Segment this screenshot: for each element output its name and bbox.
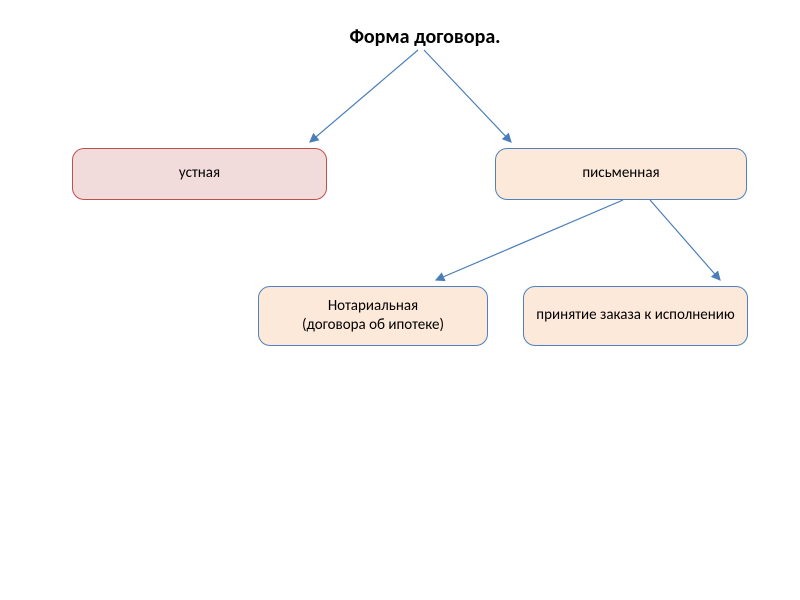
node-notarial: Нотариальная(договора об ипотеке) [258, 286, 488, 346]
node-notarial-label: Нотариальная(договора об ипотеке) [302, 297, 444, 336]
diagram-title: Форма договора. [300, 25, 550, 49]
node-written-label: письменная [582, 164, 659, 184]
node-written: письменная [495, 148, 747, 200]
node-oral: устная [72, 148, 327, 200]
node-acceptance: принятие заказа к исполнению [523, 286, 748, 346]
node-acceptance-label: принятие заказа к исполнению [536, 306, 734, 326]
node-oral-label: устная [179, 164, 220, 184]
